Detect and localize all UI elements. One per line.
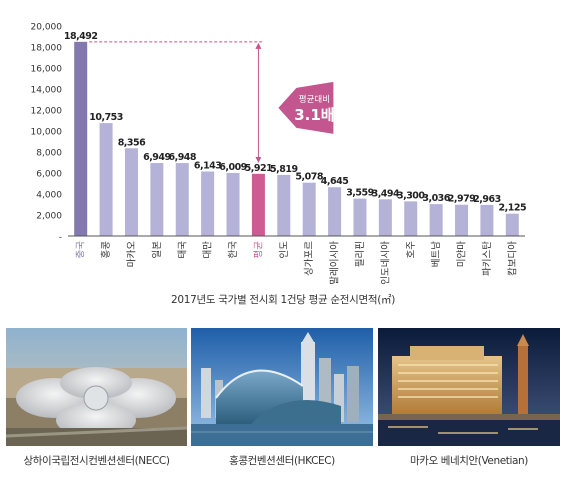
category-label: 한국 (228, 241, 239, 259)
category-label: 캄보디아 (506, 241, 518, 276)
bar (480, 204, 494, 236)
bar-value-label: 3,036 (422, 193, 450, 204)
bar (328, 187, 342, 236)
bar-value-label: 3,494 (372, 188, 400, 199)
category-label: 말레이시아 (329, 241, 341, 285)
callout-line1: 평균대비 (299, 94, 330, 105)
bar-value-label: 18,492 (64, 31, 98, 42)
bar (302, 182, 316, 236)
bar (226, 172, 240, 236)
bar-value-label: 3,300 (397, 190, 425, 201)
chart-caption: 2017년도 국가별 전시회 1건당 평균 순전시면적(㎡) (170, 294, 395, 306)
category-label: 홍콩 (100, 241, 112, 259)
y-tick-label: 6,000 (36, 170, 62, 180)
y-tick-label: 2,000 (36, 212, 62, 222)
category-label: 인도 (279, 241, 290, 259)
y-tick-label: 12,000 (31, 107, 63, 117)
category-label: 미얀마 (456, 241, 468, 267)
bar (74, 41, 88, 236)
y-tick-label: 14,000 (31, 86, 63, 96)
venetian-label: 마카오 베네치안(Venetian) (409, 455, 529, 467)
bar (455, 204, 469, 236)
y-tick-label: - (59, 233, 62, 243)
category-label: 중국 (76, 241, 87, 259)
category-label: 평균 (253, 241, 264, 259)
bar (353, 198, 367, 236)
bar-value-label: 10,753 (89, 112, 123, 123)
hkcec-photo (191, 328, 373, 446)
bar-chart: 20,000 18,000 16,000 14,000 12,000 10,000 8,00… (31, 23, 527, 285)
category-label: 인도네시아 (380, 241, 391, 285)
bar-value-label: 8,356 (118, 137, 146, 148)
category-label: 마카오 (126, 241, 137, 267)
bar-value-label: 3,559 (346, 188, 374, 199)
category-label: 파키스탄 (482, 241, 493, 276)
bar-value-label: 6,949 (143, 152, 171, 163)
venetian-photo (378, 328, 560, 446)
y-tick-label: 18,000 (31, 44, 63, 54)
bar (150, 163, 164, 236)
category-label: 싱가포르 (304, 241, 315, 276)
category-label: 필리핀 (354, 241, 366, 267)
bar (277, 174, 291, 236)
callout-line2: 3.1배 (294, 106, 334, 124)
bar-value-label: 4,645 (321, 176, 349, 187)
bar (201, 171, 215, 236)
bar (429, 204, 443, 236)
bar-value-label: 5,078 (295, 172, 323, 183)
bar (404, 201, 418, 236)
hkcec-label: 홍콩컨벤션센터(HKCEC) (229, 455, 335, 467)
category-label: 일본 (152, 241, 163, 259)
bar (99, 123, 113, 236)
callout-shape (278, 81, 334, 134)
necc-photo (6, 328, 187, 446)
category-label: 대만 (203, 241, 214, 259)
y-tick-label: 8,000 (36, 149, 62, 159)
y-axis: 20,000 18,000 16,000 14,000 12,000 10,000 8,00… (31, 23, 63, 243)
bar (378, 199, 392, 236)
bar-value-label: 2,979 (448, 194, 476, 205)
category-label: 태국 (177, 241, 188, 259)
category-label: 호주 (406, 241, 417, 259)
bar-value-label: 5,819 (270, 164, 298, 175)
necc-label: 상하이국립전시컨벤션센터(NECC) (23, 455, 170, 467)
bars: 18,492 10,753 8,356 6,9496,9486,1436,0095,9… (64, 31, 527, 236)
bar-value-label: 2,963 (473, 194, 501, 205)
bar-value-label: 6,948 (168, 152, 196, 163)
bar (124, 148, 138, 236)
bar-value-label: 2,125 (499, 203, 527, 214)
bar-value-label: 6,143 (194, 160, 222, 171)
y-tick-label: 10,000 (31, 128, 63, 138)
category-label: 베트남 (431, 241, 442, 267)
bar (505, 213, 519, 236)
bar-value-label: 6,009 (219, 162, 247, 173)
bar (251, 173, 265, 236)
bar (175, 163, 189, 236)
y-tick-label: 4,000 (36, 191, 62, 201)
y-tick-label: 16,000 (31, 65, 63, 75)
x-axis: 중국 홍콩 마카오 일본 태국 대만 한국 평균 인도 싱가포르 말레이시아 필리핀 인도네시아 호주 베트… (68, 235, 525, 285)
y-tick-label: 20,000 (31, 23, 63, 33)
bar-value-label: 5,921 (245, 163, 273, 174)
